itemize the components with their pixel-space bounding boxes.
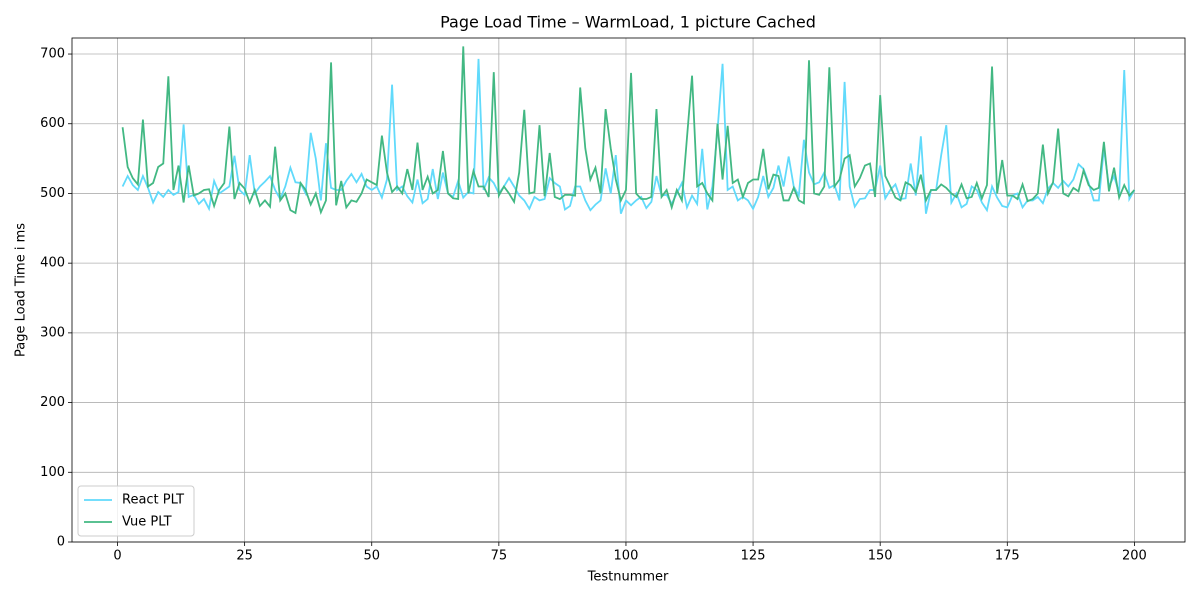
x-tick-label: 175 <box>995 549 1020 564</box>
chart-title: Page Load Time – WarmLoad, 1 picture Cac… <box>440 13 816 32</box>
x-tick-label: 150 <box>868 549 893 564</box>
y-tick-label: 200 <box>40 395 65 410</box>
x-tick-label: 0 <box>113 549 121 564</box>
legend-label: Vue PLT <box>122 515 172 530</box>
y-axis-label: Page Load Time i ms <box>14 223 29 357</box>
x-tick-label: 25 <box>236 549 253 564</box>
y-tick-label: 400 <box>40 256 65 271</box>
data-line <box>121 58 1136 214</box>
x-tick-label: 50 <box>363 549 380 564</box>
x-tick-label: 200 <box>1122 549 1147 564</box>
legend-label: React PLT <box>122 493 184 508</box>
y-tick-label: 100 <box>40 465 65 480</box>
data-line <box>121 46 1136 216</box>
y-tick-label: 300 <box>40 325 65 340</box>
legend-box <box>77 485 195 537</box>
y-tick-label: 600 <box>40 116 65 131</box>
y-tick-label: 0 <box>57 535 65 550</box>
y-tick-label: 500 <box>40 186 65 201</box>
x-tick-label: 75 <box>491 549 508 564</box>
x-tick-label: 100 <box>614 549 639 564</box>
x-axis-label: Testnummer <box>587 570 669 585</box>
y-tick-label: 700 <box>40 47 65 62</box>
plot-frame <box>71 37 1186 543</box>
x-tick-label: 125 <box>741 549 766 564</box>
